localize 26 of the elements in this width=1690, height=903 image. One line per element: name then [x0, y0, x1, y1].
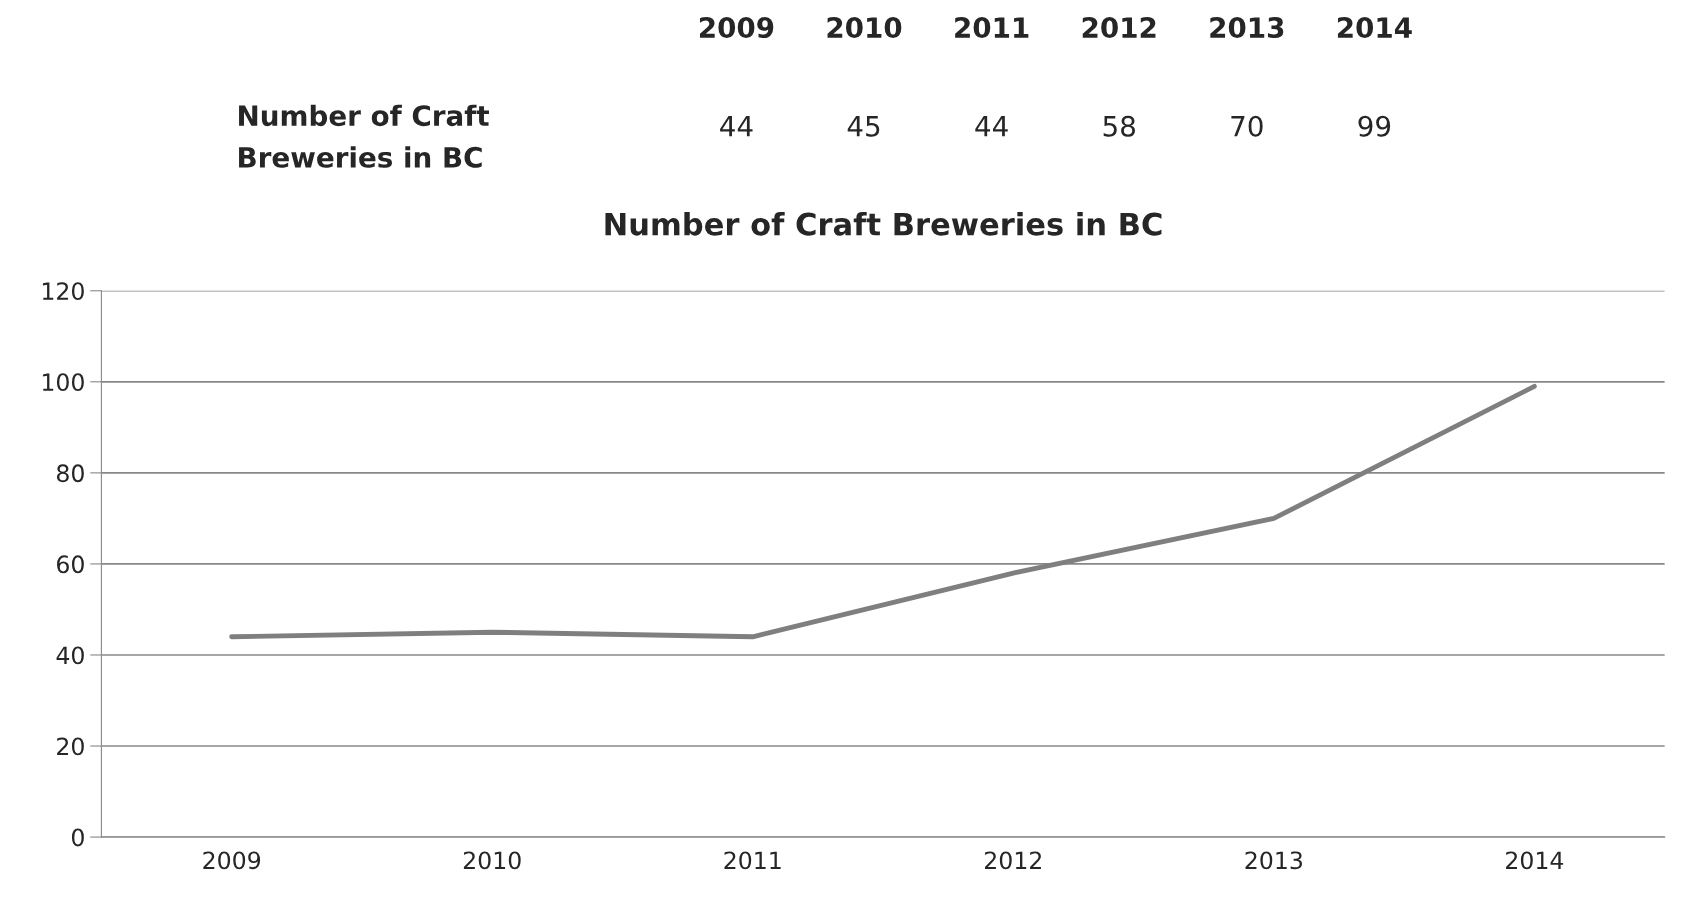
x-tick-label: 2012	[1082, 17, 1156, 39]
y-tick-label: 40	[56, 646, 84, 665]
y-tick-label: 100	[42, 373, 84, 392]
data-label: 99	[1358, 115, 1391, 137]
x-tick-label: 2014	[1337, 17, 1412, 39]
x-tick-label: 2014	[1506, 851, 1564, 870]
data-label: 58	[1103, 115, 1135, 137]
x-tick-label: 2013	[1210, 17, 1284, 39]
x-tick-label: 2009	[699, 17, 774, 39]
x-tick-label: 2013	[1245, 851, 1302, 870]
x-tick-label: 2012	[984, 851, 1041, 870]
y-tick-label: 20	[57, 737, 84, 756]
x-tick-label: 2010	[463, 851, 521, 870]
x-tick-label: 2011	[955, 17, 1029, 39]
x-tick-label: 2011	[724, 851, 781, 870]
chart-title: Number of Craft Breweries in BC	[605, 211, 1162, 236]
x-tick-label: 2009	[203, 851, 261, 870]
data-label: 70	[1231, 115, 1263, 137]
y-tick-label: 80	[56, 464, 84, 483]
x-tick-label: 2010	[827, 17, 902, 39]
y-tick-label: 120	[42, 282, 84, 301]
y-tick-label: 60	[57, 555, 84, 574]
y-tick-label: 0	[71, 828, 84, 847]
data-label: 44	[720, 116, 753, 137]
data-label: 44	[975, 116, 1008, 137]
data-label: 45	[847, 116, 880, 137]
